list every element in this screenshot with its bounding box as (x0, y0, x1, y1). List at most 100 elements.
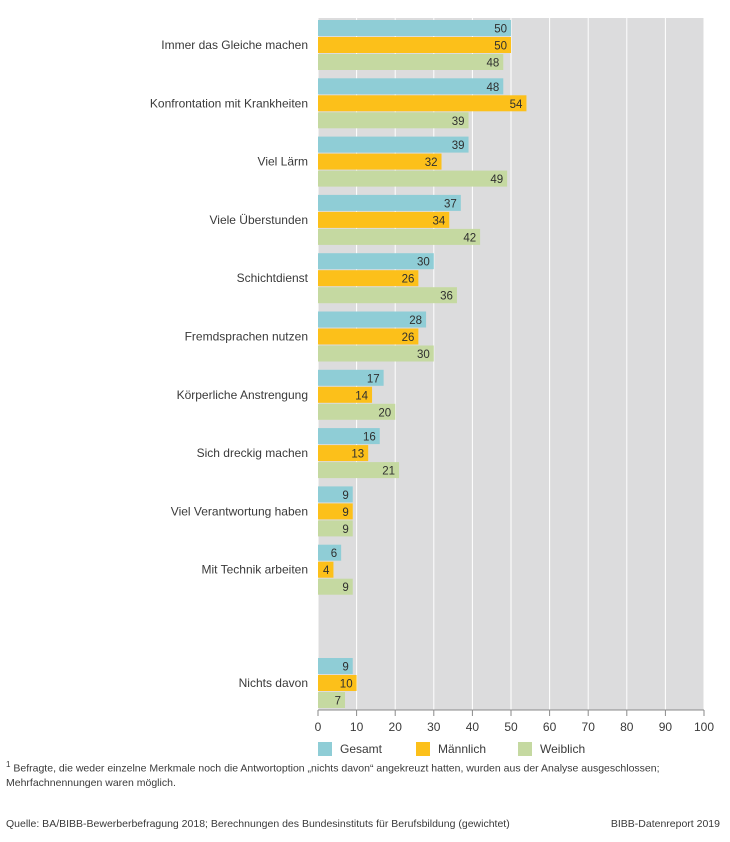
x-tick-label: 80 (620, 720, 634, 734)
bar-value-label: 36 (440, 291, 453, 303)
bar-value-label: 9 (342, 662, 348, 674)
bar (318, 54, 504, 70)
bar (318, 486, 353, 503)
x-tick-label: 60 (543, 720, 557, 734)
category-label: Mit Technik arbeiten (202, 563, 309, 577)
bar-value-label: 10 (340, 679, 353, 691)
category-label: Viel Lärm (258, 155, 308, 169)
bar (318, 270, 419, 287)
bar (318, 462, 400, 479)
legend-swatch (416, 742, 430, 756)
category-label: Sich dreckig machen (197, 446, 308, 460)
bar-value-label: 14 (355, 390, 368, 402)
report-credit: BIBB-Datenreport 2019 (610, 818, 720, 830)
bar (318, 211, 450, 228)
bar (318, 194, 461, 211)
bar-value-label: 54 (510, 99, 523, 111)
bar-value-label: 28 (409, 315, 422, 327)
bar (318, 170, 508, 187)
x-tick-label: 100 (694, 720, 714, 734)
footnote-text: Befragte, die weder einzelne Merkmale no… (6, 762, 660, 789)
bar-value-label: 49 (490, 174, 503, 186)
bar (318, 153, 442, 170)
bar (318, 369, 384, 386)
bar-value-label: 16 (363, 432, 376, 444)
bar-value-label: 34 (432, 215, 445, 227)
category-label: Schichtdienst (237, 271, 309, 285)
category-label: Viele Überstunden (209, 213, 308, 227)
bar-value-label: 37 (444, 198, 457, 210)
legend-label: Weiblich (540, 742, 585, 756)
bar-value-label: 26 (402, 274, 415, 286)
x-tick-label: 40 (466, 720, 480, 734)
bar (318, 520, 353, 537)
category-label: Viel Verantwortung haben (171, 504, 308, 518)
bar (318, 345, 434, 362)
legend-swatch (518, 742, 532, 756)
x-tick-label: 0 (315, 720, 322, 734)
x-tick-label: 90 (659, 720, 673, 734)
bar-value-label: 30 (417, 349, 430, 361)
bar-chart: 0 10 20 30 40 50 60 70 80 90 100 Immer das Gleiche … (150, 18, 714, 756)
bar-value-label: 32 (425, 157, 438, 169)
category-label: Konfrontation mit Krankheiten (150, 96, 308, 110)
bar (318, 112, 469, 129)
bar-value-label: 9 (342, 490, 348, 502)
bar-value-label: 6 (331, 548, 337, 560)
bar-value-label: 39 (452, 140, 465, 152)
bar-value-label: 4 (323, 565, 330, 577)
x-tick-label: 30 (427, 720, 441, 734)
category-label: Fremdsprachen nutzen (185, 330, 308, 344)
bar (318, 253, 434, 270)
bar-value-label: 9 (342, 524, 348, 536)
source-note: Quelle: BA/BIBB-Bewerberbefragung 2018; … (6, 818, 510, 830)
bar-value-label: 9 (342, 582, 348, 594)
bar (318, 228, 481, 245)
bar (318, 578, 353, 595)
bar-value-label: 20 (378, 407, 391, 419)
footnote: 1 Befragte, die weder einzelne Merkmale … (6, 758, 718, 790)
bar (318, 692, 346, 708)
bar (318, 328, 419, 345)
bar-value-label: 48 (486, 58, 499, 70)
bar-value-label: 39 (452, 116, 465, 128)
bar (318, 445, 369, 462)
bar (318, 675, 357, 691)
bar-value-label: 17 (367, 373, 380, 385)
bar (318, 287, 457, 304)
category-label: Nichts davon (239, 676, 308, 690)
bar-value-label: 26 (402, 332, 415, 344)
bar-value-label: 48 (486, 82, 499, 94)
bar (318, 311, 427, 328)
bar (318, 78, 504, 95)
bar-value-label: 42 (463, 232, 476, 244)
x-tick-label: 50 (504, 720, 518, 734)
bar-value-label: 21 (382, 466, 395, 478)
bar (318, 403, 396, 420)
bar-value-label: 50 (494, 41, 507, 53)
bar (318, 386, 373, 403)
bar (318, 428, 380, 445)
bar (318, 136, 469, 153)
bar (318, 95, 527, 112)
bar (318, 658, 353, 674)
bar (318, 37, 511, 53)
bar-value-label: 30 (417, 257, 430, 269)
bar (318, 561, 334, 578)
footnote-marker: 1 (6, 760, 11, 769)
x-tick-label: 70 (582, 720, 596, 734)
bar (318, 503, 353, 520)
bar-value-label: 13 (351, 449, 364, 461)
legend-swatch (318, 742, 332, 756)
category-label: Immer das Gleiche machen (161, 38, 308, 52)
x-tick-label: 10 (350, 720, 364, 734)
bar-value-label: 50 (494, 24, 507, 36)
legend-label: Gesamt (340, 742, 383, 756)
legend-label: Männlich (438, 742, 486, 756)
bar-value-label: 7 (335, 696, 341, 708)
bar (318, 544, 342, 561)
category-label: Körperliche Anstrengung (177, 388, 308, 402)
bar-value-label: 9 (342, 507, 348, 519)
x-tick-label: 20 (389, 720, 403, 734)
bar (318, 20, 511, 36)
